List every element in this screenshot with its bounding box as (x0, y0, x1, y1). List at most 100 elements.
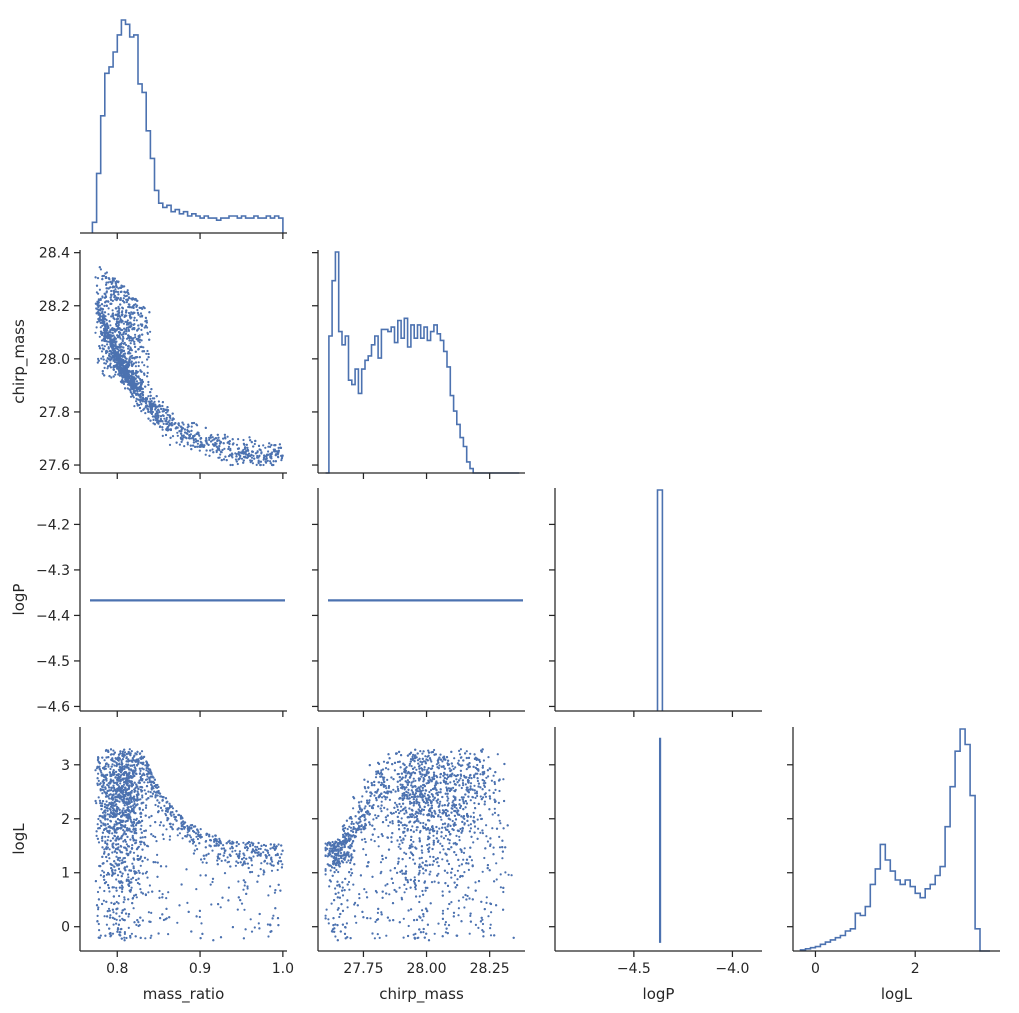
data-point (126, 827, 129, 830)
data-point (147, 772, 150, 775)
data-point (147, 770, 150, 773)
data-point (104, 811, 107, 814)
data-point (186, 901, 189, 905)
data-point (126, 289, 129, 292)
data-point (103, 915, 106, 918)
data-point (146, 858, 149, 861)
data-point (229, 847, 232, 850)
data-point (165, 416, 168, 419)
data-point (227, 445, 230, 448)
data-point (213, 838, 216, 841)
data-point (277, 843, 280, 846)
data-point (108, 375, 111, 378)
data-point (141, 808, 144, 812)
data-point (130, 363, 133, 366)
data-point (100, 821, 103, 824)
data-point (101, 333, 104, 337)
data-point (95, 834, 98, 838)
data-point (97, 841, 101, 844)
data-point (190, 930, 193, 933)
data-point (123, 294, 126, 297)
data-point (176, 834, 179, 837)
data-point (177, 422, 180, 425)
data-point (114, 347, 117, 350)
data-point (115, 851, 118, 855)
data-point (272, 460, 275, 463)
data-point (227, 899, 230, 902)
data-point (115, 329, 118, 332)
data-point (112, 348, 115, 352)
data-point (141, 392, 144, 395)
data-point (181, 817, 184, 820)
data-point (109, 935, 112, 938)
data-point (185, 868, 188, 871)
data-point (101, 275, 104, 278)
data-point (274, 460, 277, 463)
data-point (139, 828, 142, 831)
data-point (121, 750, 124, 753)
data-point (109, 748, 113, 751)
data-point (157, 400, 160, 403)
data-point (127, 772, 131, 776)
data-point (116, 297, 119, 300)
data-point (134, 350, 137, 353)
data-point (181, 438, 184, 441)
data-point (127, 926, 130, 930)
data-point (137, 335, 140, 338)
data-point (106, 300, 110, 303)
data-point (117, 838, 120, 841)
data-point (245, 449, 248, 453)
data-point (131, 844, 134, 847)
data-point (109, 811, 113, 814)
data-point (149, 824, 152, 827)
data-point (152, 834, 155, 838)
data-point (121, 355, 124, 358)
data-point (103, 304, 106, 307)
data-point (114, 847, 117, 851)
data-point (164, 918, 167, 921)
data-point (141, 400, 144, 403)
data-point (281, 863, 284, 866)
data-point (101, 811, 105, 814)
data-point (100, 824, 103, 828)
data-point (108, 927, 111, 930)
data-point (186, 430, 190, 433)
data-point (146, 781, 149, 784)
data-point (99, 934, 102, 937)
data-point (108, 807, 111, 810)
data-point (98, 288, 101, 291)
data-point (264, 446, 267, 449)
data-point (102, 315, 105, 319)
data-point (117, 361, 120, 364)
data-point (115, 810, 118, 813)
data-point (101, 869, 104, 872)
data-point (136, 750, 139, 754)
data-point (112, 902, 116, 906)
data-point (139, 312, 143, 315)
data-point (120, 875, 123, 878)
data-point (238, 855, 241, 858)
data-point (276, 455, 280, 458)
data-point (216, 859, 219, 862)
data-point (130, 384, 134, 387)
data-point (162, 414, 165, 417)
data-point (252, 454, 255, 457)
data-point (124, 833, 127, 836)
data-point (115, 351, 118, 354)
data-point (105, 900, 108, 903)
data-point (130, 311, 133, 314)
data-point (144, 792, 147, 795)
data-point (198, 449, 201, 452)
data-point (165, 422, 168, 426)
data-point (134, 303, 137, 306)
data-point (140, 410, 143, 413)
data-point (254, 851, 257, 854)
data-point (132, 305, 135, 308)
data-point (252, 445, 255, 448)
data-point (136, 919, 139, 922)
data-point (159, 821, 162, 824)
data-point (116, 818, 120, 821)
data-point (280, 844, 283, 847)
data-point (120, 370, 123, 373)
data-point (127, 347, 130, 350)
